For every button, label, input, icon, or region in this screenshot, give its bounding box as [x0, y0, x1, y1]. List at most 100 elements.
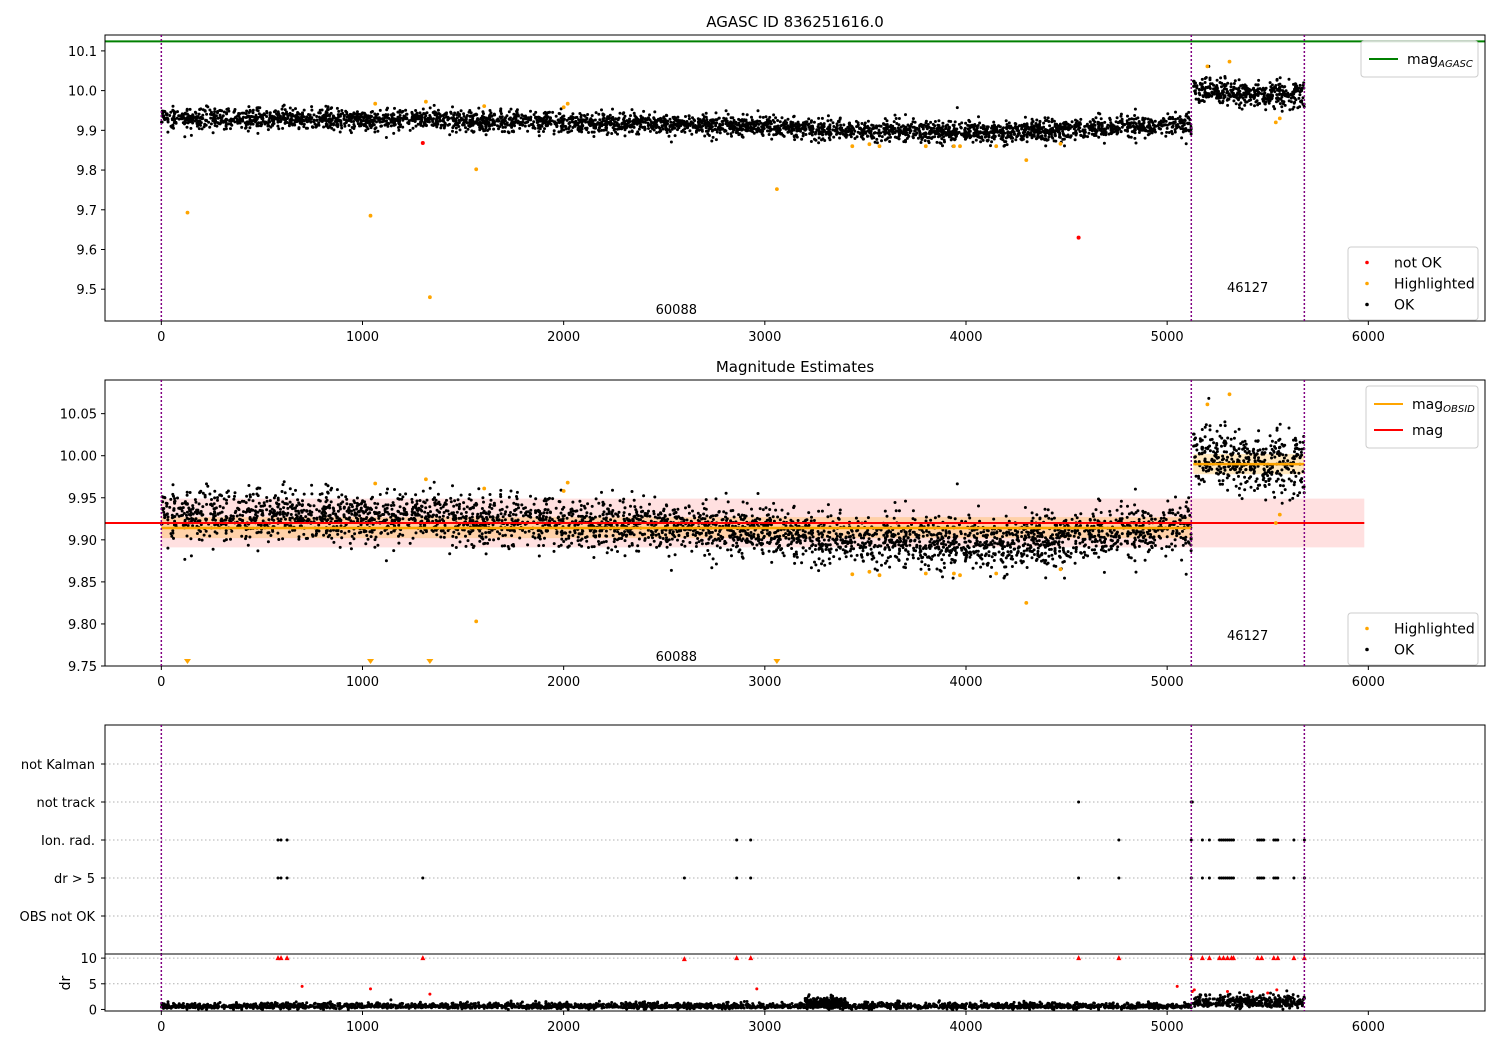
ok-point [1097, 135, 1101, 139]
ok-point [1239, 101, 1243, 105]
ok-point [973, 130, 977, 134]
ok-point [429, 115, 432, 119]
ok-point [484, 133, 488, 137]
ok-point [1048, 124, 1052, 128]
ok-point [1121, 122, 1125, 126]
ok-point [617, 123, 621, 127]
ok-point [1244, 100, 1248, 104]
ok-point [1115, 132, 1119, 136]
ok-point [1158, 120, 1162, 124]
ok-point [1276, 99, 1280, 103]
ok-point [337, 109, 341, 113]
ok-point [587, 546, 590, 549]
ok-point [1299, 88, 1303, 92]
ok-point [933, 124, 937, 128]
ok-point [421, 489, 425, 493]
ok-point [604, 529, 608, 533]
ok-point [765, 123, 769, 127]
ok-point [262, 501, 266, 505]
not-ok-point [420, 141, 425, 145]
ok-point [1074, 118, 1077, 122]
ok-point [191, 524, 195, 528]
ok-point [245, 109, 249, 113]
ok-point [521, 120, 525, 124]
ok-point [808, 546, 812, 550]
ok-point [623, 114, 627, 118]
ok-point [1133, 503, 1137, 507]
ok-point [742, 118, 746, 122]
ok-point [1243, 83, 1247, 87]
ok-point [749, 531, 753, 534]
ok-point [629, 125, 633, 129]
ok-point [756, 127, 760, 131]
ok-point [1077, 121, 1081, 125]
ok-point [246, 122, 250, 126]
ok-point [1280, 109, 1284, 113]
ok-point [880, 135, 884, 139]
ok-point [373, 112, 377, 116]
ok-point [727, 122, 731, 126]
ok-point [1006, 550, 1010, 554]
ok-point [1065, 135, 1069, 139]
ok-point [655, 131, 659, 135]
ok-point [758, 115, 762, 119]
ok-point [1240, 107, 1244, 111]
ok-point [1254, 100, 1258, 104]
ok-point [1237, 88, 1240, 92]
ok-point [518, 536, 522, 540]
ok-point [927, 141, 931, 145]
ok-point [800, 127, 804, 130]
ok-point [963, 126, 967, 130]
ok-point [933, 120, 937, 123]
ok-point [883, 547, 887, 551]
ok-point [902, 129, 906, 133]
ok-point [520, 503, 524, 507]
ok-point [181, 117, 184, 121]
ok-point [944, 133, 948, 137]
ok-point [1146, 117, 1150, 121]
ok-point [237, 500, 241, 504]
ok-point [849, 135, 853, 139]
ok-point [378, 108, 382, 112]
ok-point [813, 560, 816, 564]
ok-point [191, 116, 195, 120]
ok-point [611, 107, 614, 111]
ok-point [778, 120, 782, 124]
ok-point [1004, 514, 1008, 518]
ok-point [328, 120, 331, 124]
ok-point [254, 113, 258, 117]
ok-point [244, 126, 247, 130]
ok-point [389, 120, 393, 124]
ok-point [633, 114, 637, 118]
ok-point [1078, 130, 1082, 133]
ok-point [183, 135, 187, 139]
ok-point [261, 116, 265, 120]
ok-point [373, 116, 376, 120]
ok-point [225, 111, 228, 115]
ok-point [803, 120, 807, 124]
ok-point [1253, 104, 1256, 108]
ok-point [879, 124, 883, 128]
ok-point [673, 134, 677, 138]
ok-point [1243, 103, 1247, 107]
ok-point [835, 124, 839, 127]
ok-point [437, 116, 441, 120]
ok-point [645, 117, 649, 121]
ok-point [952, 123, 956, 127]
ok-point [1270, 83, 1274, 87]
ok-point [1292, 101, 1296, 105]
ok-point [647, 127, 650, 130]
ok-point [1288, 108, 1292, 112]
ok-point [756, 109, 760, 113]
ok-point [770, 137, 774, 141]
ok-point [637, 121, 641, 124]
ok-point [171, 124, 175, 128]
ok-point [817, 126, 821, 130]
ok-point [1234, 93, 1238, 97]
ok-point [1170, 132, 1174, 136]
ok-point [1298, 93, 1302, 97]
ok-point [947, 119, 951, 123]
ok-point [376, 112, 380, 116]
ok-point [1050, 120, 1054, 124]
ok-point [1159, 123, 1163, 127]
